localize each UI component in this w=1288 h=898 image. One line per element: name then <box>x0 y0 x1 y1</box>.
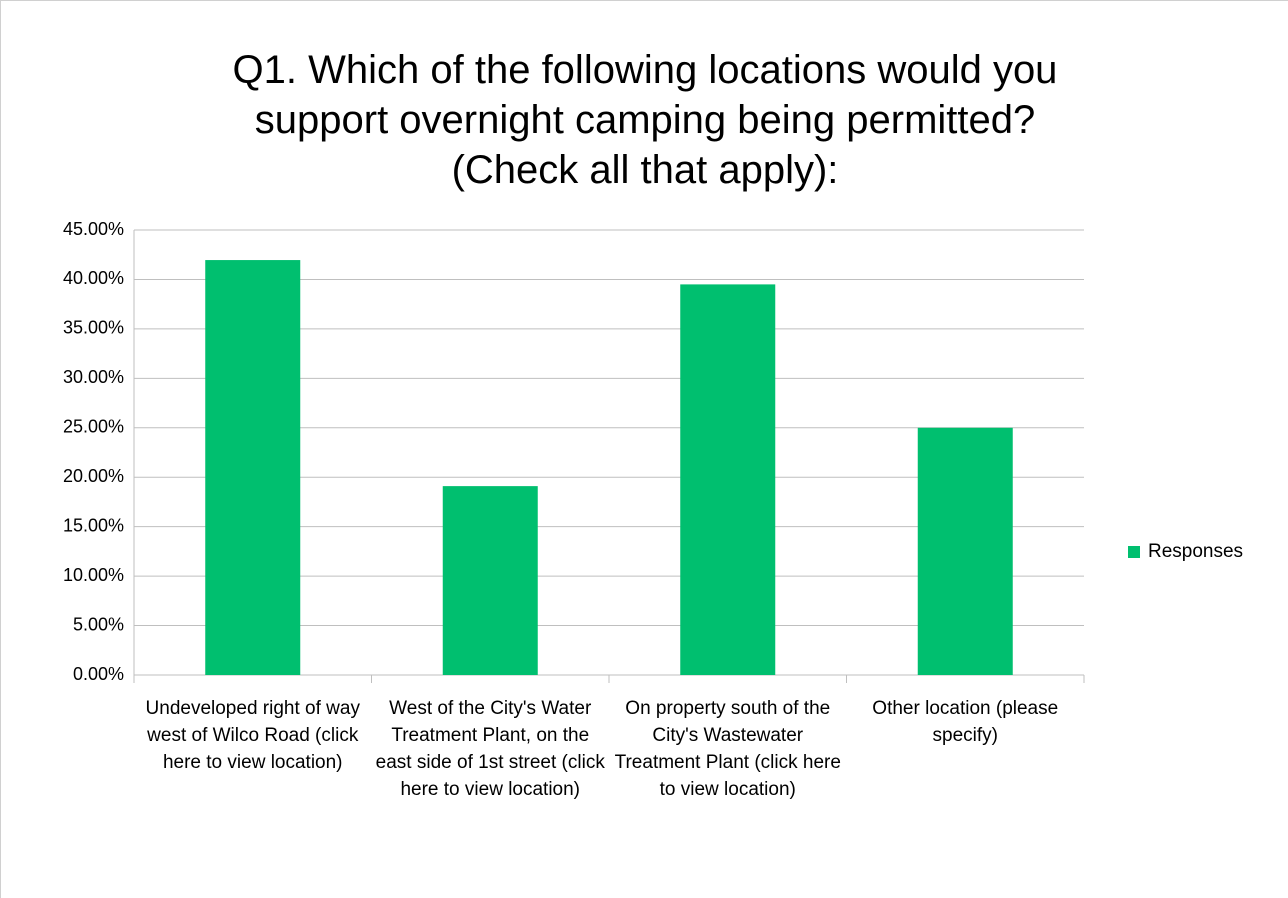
x-tick-label: West of the City's Water Treatment Plant… <box>375 698 605 800</box>
y-tick-label: 25.00% <box>63 417 124 437</box>
y-tick-label: 20.00% <box>63 466 124 486</box>
bar <box>680 284 776 675</box>
legend-label: Responses <box>1148 541 1243 562</box>
y-tick-label: 30.00% <box>63 367 124 387</box>
chart-title: Q1. Which of the following locations wou… <box>232 48 1058 192</box>
bar <box>917 427 1013 675</box>
legend-swatch <box>1128 546 1140 558</box>
y-tick-label: 45.00% <box>63 219 124 239</box>
x-tick-label: Undeveloped right of way west of Wilco R… <box>145 698 360 773</box>
x-tick-label: Other location (please specify) <box>872 698 1059 746</box>
y-tick-label: 0.00% <box>73 664 124 684</box>
bar <box>442 486 538 675</box>
y-tick-label: 5.00% <box>73 614 124 634</box>
x-tick-label: On property south of the City's Wastewat… <box>614 698 841 800</box>
bar <box>205 260 301 675</box>
y-tick-label: 10.00% <box>63 565 124 585</box>
y-tick-label: 40.00% <box>63 268 124 288</box>
y-tick-label: 15.00% <box>63 515 124 535</box>
y-tick-label: 35.00% <box>63 318 124 338</box>
